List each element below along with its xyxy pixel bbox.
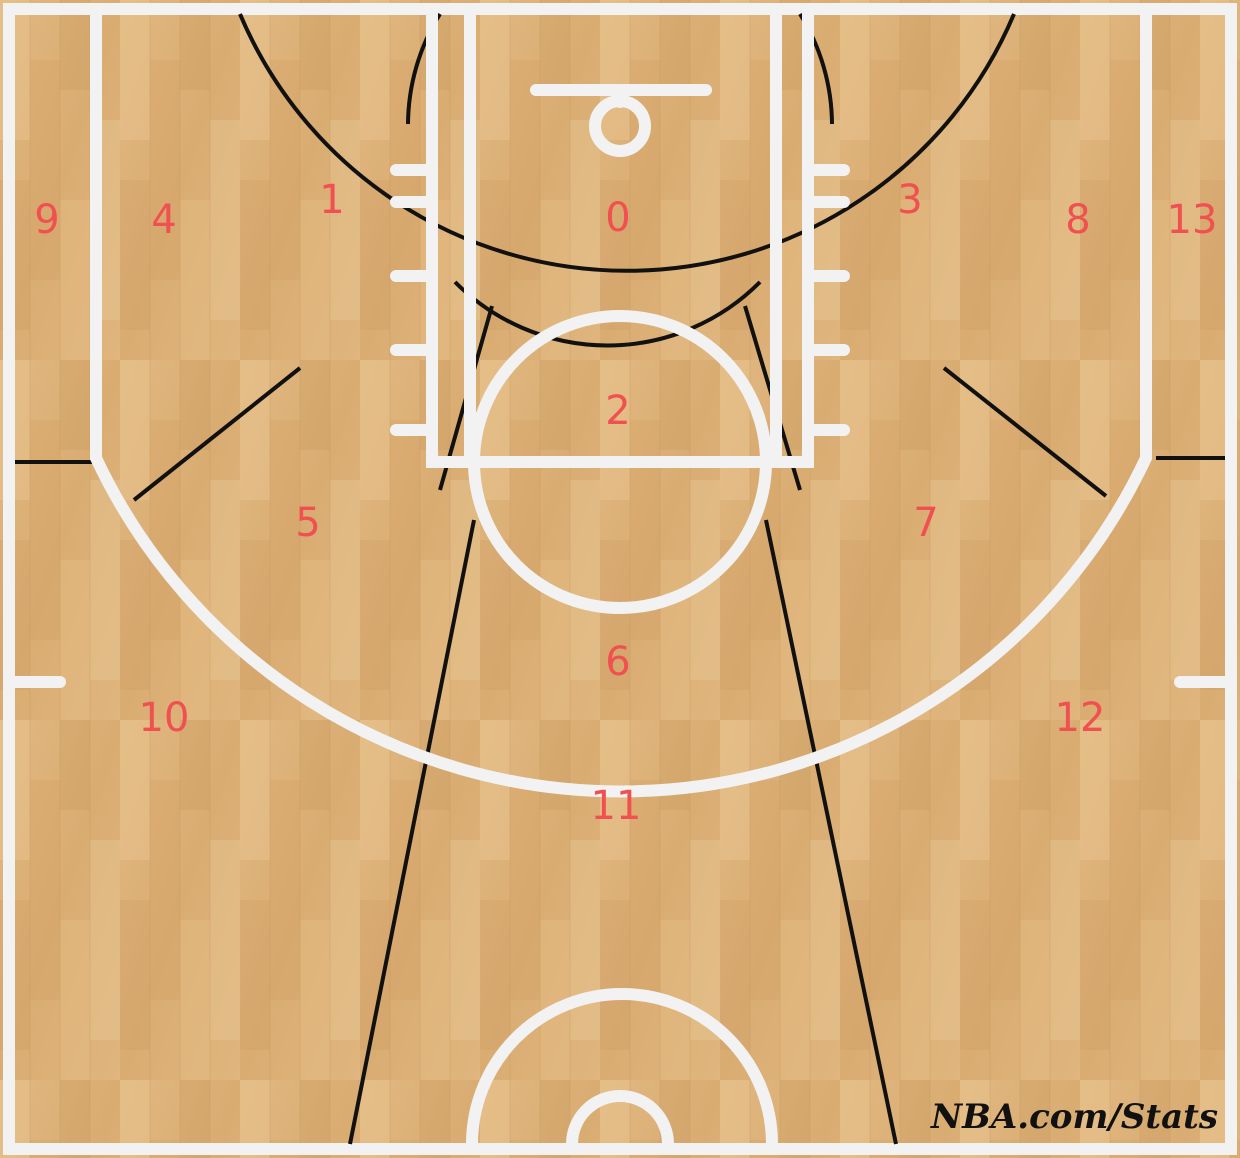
court-boundary — [3, 3, 1237, 1155]
divider-11-right — [764, 519, 898, 1145]
zone-label-12: 12 — [1055, 695, 1106, 741]
zone-label-1: 1 — [319, 177, 344, 223]
free-throw-circle — [468, 310, 772, 614]
zone-label-2: 2 — [605, 388, 630, 434]
center-circle-inner — [566, 1090, 674, 1150]
outer-lane — [426, 8, 814, 468]
zone-label-11: 11 — [591, 783, 642, 829]
zone-arc-inner — [453, 280, 762, 348]
zone-label-3: 3 — [897, 177, 922, 223]
zone-label-9: 9 — [34, 197, 59, 243]
rim — [589, 95, 651, 157]
zone-label-4: 4 — [151, 197, 176, 243]
three-point-line — [90, 8, 1152, 798]
zone-labels: 0 1 2 3 4 5 6 7 8 9 10 11 12 13 — [34, 177, 1217, 829]
zone-label-10: 10 — [139, 695, 190, 741]
divider-7-right — [942, 366, 1108, 498]
zone-dividers — [15, 12, 1225, 1145]
center-circle-outer — [466, 988, 778, 1150]
court-markings — [9, 8, 1231, 1150]
zone-label-6: 6 — [605, 639, 630, 685]
divider-11-left — [348, 519, 476, 1145]
divider-5-left — [132, 366, 302, 502]
zone-label-8: 8 — [1065, 197, 1090, 243]
zone-label-7: 7 — [913, 500, 938, 546]
nba-stats-watermark: NBA.com/Stats — [930, 1097, 1218, 1137]
zone-arc-mid — [238, 13, 1016, 273]
zone-label-13: 13 — [1167, 197, 1218, 243]
zone-label-5: 5 — [295, 500, 320, 546]
zone-label-0: 0 — [605, 195, 630, 241]
